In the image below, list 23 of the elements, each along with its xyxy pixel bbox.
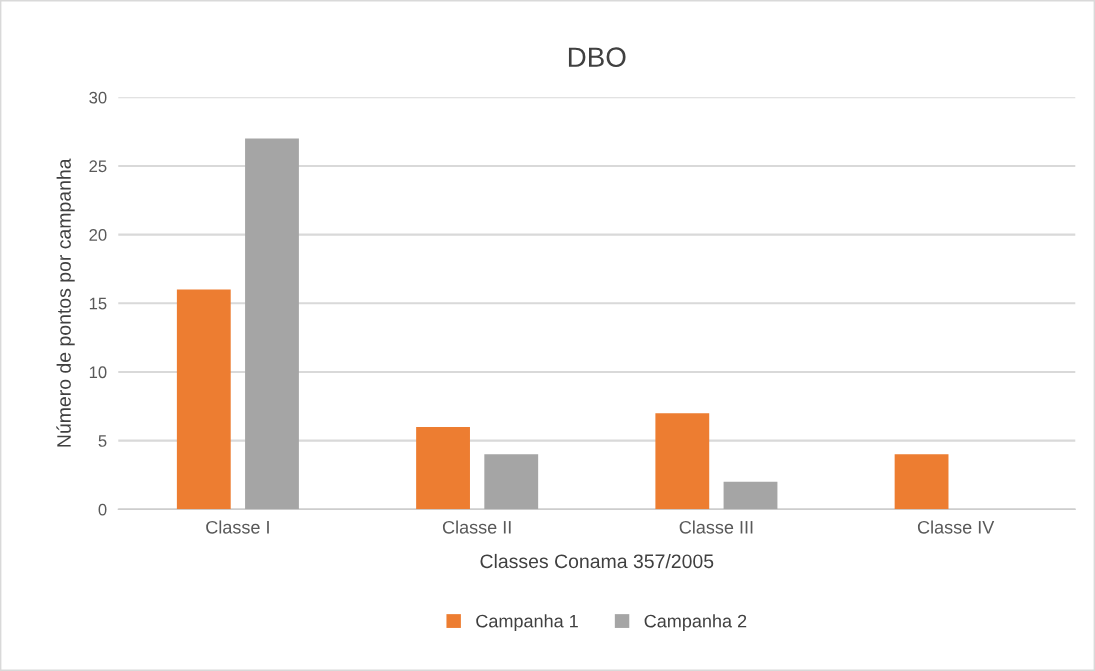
bar [894, 454, 949, 510]
x-axis-title: Classes Conama 357/2005 [480, 553, 714, 569]
y-tick-label: 5 [98, 435, 107, 447]
chart-title: DBO [568, 47, 626, 68]
bar [655, 413, 710, 510]
bar [484, 454, 539, 510]
y-tick-label: 15 [89, 297, 107, 310]
legend-label: Campanha 2 [644, 614, 747, 632]
bar [176, 289, 231, 510]
y-tick-label: 25 [89, 160, 107, 173]
bar [416, 426, 470, 510]
y-axis-title: Número de pontos por campanha [56, 158, 75, 447]
x-tick-label: Classe II [442, 520, 511, 534]
y-tick-label: 30 [89, 91, 107, 104]
x-tick-label: Classe I [206, 520, 269, 534]
bar [723, 481, 778, 510]
y-tick-label: 0 [98, 503, 107, 516]
x-tick-label: Classe III [679, 520, 753, 534]
legend-label: Campanha 1 [476, 614, 578, 632]
y-tick-label: 10 [89, 366, 107, 379]
y-tick-label: 20 [89, 229, 107, 241]
x-tick-label: Classe IV [917, 520, 995, 534]
bar [245, 138, 299, 510]
